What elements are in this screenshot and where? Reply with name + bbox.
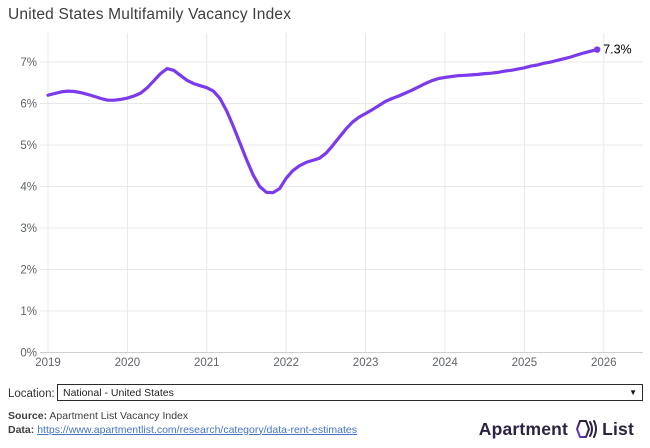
y-tick-label: 2% (20, 265, 37, 277)
data-link[interactable]: https://www.apartmentlist.com/research/c… (37, 423, 357, 436)
series-end-value-label: 7.3% (603, 43, 632, 57)
x-tick-label: 2022 (273, 357, 299, 369)
source-text: Apartment List Vacancy Index (47, 410, 189, 422)
x-tick-label: 2025 (512, 357, 538, 369)
location-select[interactable]: National - United States ▼ (57, 384, 643, 401)
x-tick-label: 2026 (591, 357, 617, 369)
location-select-value: National - United States (63, 386, 174, 399)
y-tick-label: 0% (20, 348, 37, 360)
location-label: Location: (8, 388, 55, 400)
x-tick-label: 2019 (35, 357, 61, 369)
attribution: Source: Apartment List Vacancy Index Dat… (8, 410, 357, 437)
series-end-dot (593, 46, 601, 53)
chevron-down-icon: ▼ (629, 387, 637, 397)
location-control-row: Location: National - United States ▼ (8, 384, 644, 404)
source-label: Source: (8, 410, 48, 422)
y-tick-label: 4% (20, 182, 37, 194)
data-line: Data: https://www.apartmentlist.com/rese… (8, 424, 357, 438)
vacancy-line-series (46, 47, 599, 195)
logo-word-apartment: Apartment (478, 419, 569, 439)
chart-title: United States Multifamily Vacancy Index (8, 6, 292, 23)
data-label: Data: (8, 423, 35, 436)
y-tick-label: 3% (20, 223, 37, 235)
x-tick-label: 2021 (194, 357, 220, 369)
y-tick-label: 1% (20, 306, 37, 318)
apartment-list-house-icon (572, 417, 598, 441)
x-tick-label: 2024 (432, 357, 458, 369)
vacancy-index-chart: 0% 1% 2% 3% 4% 5% 6% 7% 2019 2020 2021 2022 2023 2024… (20, 33, 643, 369)
y-tick-label: 7% (20, 57, 37, 69)
x-tick-label: 2020 (115, 357, 141, 369)
logo-word-list: List (602, 419, 634, 439)
x-tick-label: 2023 (353, 357, 379, 369)
y-tick-label: 6% (20, 99, 37, 111)
source-line: Source: Apartment List Vacancy Index (8, 410, 357, 424)
apartment-list-logo: Apartment List (479, 416, 634, 442)
y-tick-label: 5% (20, 140, 37, 152)
